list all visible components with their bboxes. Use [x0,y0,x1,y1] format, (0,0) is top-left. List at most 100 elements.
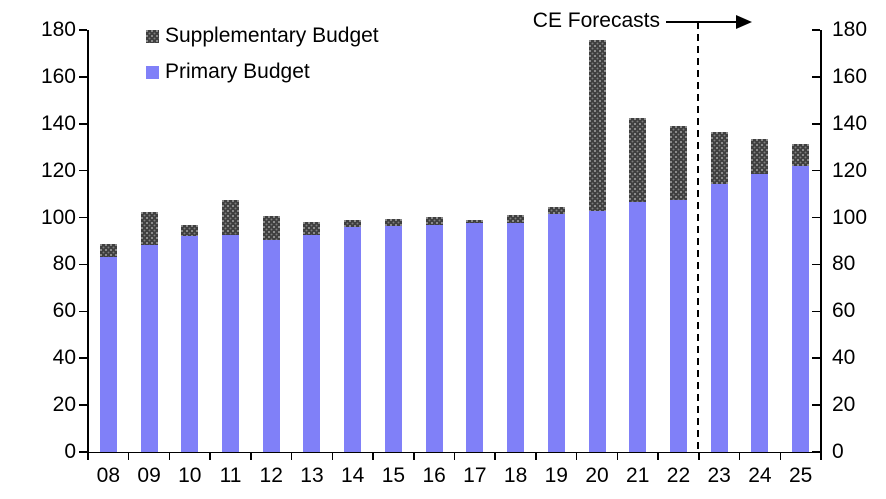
ce-forecasts-annotation: CE Forecasts [532,9,660,32]
primary-segment [425,225,443,452]
primary-segment [507,222,525,452]
bar-cell [577,30,618,452]
y-axis-label-left: 60 [52,299,76,323]
supplementary-segment [507,214,525,223]
x-tick [535,452,537,460]
primary-segment [792,166,810,452]
x-axis-label: 15 [381,464,406,487]
y-tick-left [79,404,87,406]
supplementary-segment [140,211,158,245]
y-axis-label-left: 160 [40,64,76,88]
bar-cell [373,30,414,452]
legend: Supplementary Budget Primary Budget [146,24,379,96]
bar-cell [740,30,781,452]
y-tick-left [79,310,87,313]
y-axis-label-left: 80 [52,252,76,276]
x-tick [738,452,741,460]
stacked-bar-21 [629,117,647,452]
stacked-bar-20 [588,40,606,452]
bar-cell [251,30,292,452]
y-axis-label-right: 80 [832,252,856,276]
x-tick [168,452,171,460]
y-tick-left [79,451,87,453]
bar-cell [617,30,658,452]
y-axis-label-right: 40 [832,346,856,370]
stacked-bar-24 [751,139,769,452]
x-axis-label: 24 [748,464,772,487]
primary-segment [751,174,769,452]
y-tick-left [79,263,87,266]
y-axis-label-right: 180 [832,18,868,41]
stacked-bar-12 [262,216,280,452]
y-axis-label-right: 160 [832,64,868,88]
bar-cell [169,30,210,452]
primary-segment [629,202,647,452]
y-axis-left [87,30,89,453]
supplementary-segment [466,219,484,224]
x-axis-label: 22 [666,464,691,487]
y-tick-right [812,310,820,313]
x-axis-label: 10 [178,464,202,487]
primary-segment [344,227,362,452]
bar-cell [536,30,577,452]
supplementary-segment [99,243,117,258]
y-tick-left [79,29,87,31]
y-tick-left [79,169,87,172]
y-tick-left [79,357,87,359]
bar-cell [658,30,699,452]
supplementary-segment [262,216,280,241]
y-tick-right [812,357,820,359]
primary-segment [99,257,117,452]
stacked-bar-18 [507,214,525,452]
x-axis-label: 25 [788,464,813,487]
y-axis-label-left: 120 [40,158,76,182]
x-tick [331,452,334,460]
stacked-bar-17 [466,219,484,452]
primary-segment [303,234,321,452]
x-axis-label: 21 [626,464,650,487]
y-axis-label-right: 140 [832,111,868,135]
bar-cell [292,30,333,452]
primary-segment [222,235,240,452]
supplementary-budget-swatch-icon [146,29,159,43]
y-axis-label-left: 20 [52,393,76,417]
supplementary-segment [588,40,606,212]
primary-segment [669,199,687,452]
stacked-bar-25 [792,144,810,452]
x-axis-label: 13 [300,464,324,487]
x-tick [127,452,130,460]
stacked-bar-19 [547,206,565,452]
y-axis-label-left: 100 [40,205,76,229]
y-axis-label-left: 140 [40,111,76,135]
primary-segment [466,223,484,452]
x-tick [87,452,89,460]
x-axis-label: 08 [96,464,121,487]
x-axis-label: 14 [341,464,365,487]
stacked-bar-14 [344,219,362,452]
bar-cell [88,30,129,452]
primary-segment [140,244,158,452]
x-tick [616,452,619,460]
x-axis-label: 11 [219,464,242,487]
x-tick [453,452,456,460]
bar-cell [699,30,740,452]
primary-segment [588,211,606,452]
y-tick-right [812,169,820,172]
y-axis-label-right: 60 [832,299,856,323]
x-axis-label: 18 [503,464,528,487]
stacked-bar-11 [222,199,240,452]
supplementary-segment [669,125,687,200]
y-tick-right [812,451,820,453]
primary-segment [262,240,280,452]
y-axis-label-right: 20 [832,393,856,417]
supplementary-segment [384,218,402,227]
supplementary-segment [547,206,565,215]
stacked-bar-23 [710,132,728,452]
primary-segment [384,226,402,452]
x-axis-label: 19 [544,464,568,487]
supplementary-segment [222,199,240,236]
supplementary-segment [629,117,647,203]
supplementary-segment [792,144,810,167]
y-axis-label-left: 180 [40,18,76,41]
